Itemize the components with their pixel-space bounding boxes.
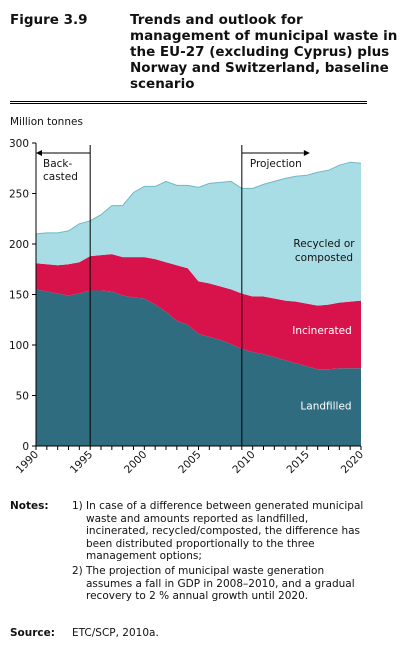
notes-list: 1) In case of a difference between gener… — [72, 500, 372, 605]
figure-title: Trends and outlook for management of mun… — [130, 12, 398, 92]
note-text: In case of a difference between generate… — [86, 500, 364, 563]
y-tick-label: 250 — [9, 189, 29, 201]
projection-arrowhead — [303, 150, 310, 156]
y-axis-label: Million tonnes — [10, 116, 83, 128]
y-tick-label: 300 — [9, 138, 29, 150]
x-tick-label: 2000 — [122, 449, 149, 476]
series-label-incinerated: Incinerated — [292, 325, 352, 337]
title-divider-2 — [10, 103, 367, 104]
title-divider — [10, 101, 367, 102]
note-item: 2) The projection of municipal waste gen… — [72, 565, 372, 603]
x-tick-label: 2010 — [230, 449, 257, 476]
waste-chart: 0 50 100 150 200 250 300 1990 1995 2000 2005 2010 20… — [9, 138, 366, 476]
x-tick-label: 1990 — [14, 449, 41, 476]
figure-label: Figure 3.9 — [10, 12, 88, 28]
y-tick-label: 150 — [9, 290, 29, 302]
series-label-recycled: Recycled or composted — [293, 238, 355, 264]
area-series-recycled-or-composted — [36, 162, 361, 306]
y-tick-label: 200 — [9, 239, 29, 251]
backcast-label: casted — [43, 171, 78, 183]
projection-label: Projection — [250, 158, 302, 170]
y-tick-label: 100 — [9, 340, 29, 352]
note-number: 1) — [72, 500, 83, 512]
area-series-incinerated — [36, 254, 361, 370]
x-tick-label: 2015 — [285, 449, 312, 476]
backcast-label: Back- — [43, 158, 72, 170]
area-series-landfilled — [36, 289, 361, 446]
source-label: Source: — [10, 627, 55, 639]
source-text: ETC/SCP, 2010a. — [72, 627, 159, 639]
note-text: The projection of municipal waste genera… — [86, 564, 355, 603]
notes-label: Notes: — [10, 500, 49, 512]
note-item: 1) In case of a difference between gener… — [72, 500, 372, 563]
x-tick-label: 2005 — [176, 449, 203, 476]
y-tick-label: 50 — [16, 391, 29, 403]
x-tick-label: 2020 — [339, 449, 366, 476]
y-tick-label: 0 — [22, 441, 29, 453]
backcast-arrowhead — [36, 150, 42, 156]
x-tick-label: 1995 — [68, 449, 95, 476]
series-label-landfilled: Landfilled — [300, 401, 351, 413]
note-number: 2) — [72, 564, 83, 577]
